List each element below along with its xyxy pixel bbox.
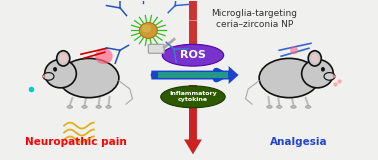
Ellipse shape [321, 67, 325, 71]
Ellipse shape [96, 106, 101, 108]
Text: Neuropathic pain: Neuropathic pain [25, 137, 127, 147]
Ellipse shape [42, 75, 45, 77]
Ellipse shape [162, 44, 224, 66]
Text: Inflammatory
cytokine: Inflammatory cytokine [169, 91, 217, 102]
Ellipse shape [67, 106, 73, 108]
Ellipse shape [139, 23, 157, 38]
Ellipse shape [161, 86, 225, 108]
Text: Analgesia: Analgesia [270, 137, 328, 147]
Ellipse shape [45, 60, 76, 88]
Ellipse shape [59, 54, 67, 63]
Text: ROS: ROS [180, 50, 206, 60]
Ellipse shape [43, 73, 54, 80]
Ellipse shape [141, 24, 151, 32]
Ellipse shape [106, 106, 111, 108]
Ellipse shape [53, 67, 57, 71]
Ellipse shape [302, 60, 333, 88]
FancyArrow shape [184, 85, 202, 154]
FancyArrow shape [184, 0, 202, 20]
FancyBboxPatch shape [148, 44, 164, 53]
Ellipse shape [259, 58, 319, 98]
Ellipse shape [57, 51, 70, 66]
Ellipse shape [311, 54, 319, 63]
Text: Microglia-targeting
ceria–zirconia NP: Microglia-targeting ceria–zirconia NP [211, 9, 297, 29]
FancyArrow shape [151, 66, 239, 84]
Ellipse shape [290, 46, 298, 54]
FancyArrow shape [189, 20, 197, 65]
Ellipse shape [277, 106, 282, 108]
Ellipse shape [324, 73, 335, 80]
FancyArrowPatch shape [154, 71, 224, 79]
Ellipse shape [333, 75, 336, 77]
Ellipse shape [82, 106, 87, 108]
Ellipse shape [305, 106, 311, 108]
Ellipse shape [291, 106, 296, 108]
Ellipse shape [59, 58, 119, 98]
Ellipse shape [95, 48, 113, 64]
Ellipse shape [308, 51, 321, 66]
FancyArrow shape [158, 72, 228, 78]
Ellipse shape [267, 106, 272, 108]
